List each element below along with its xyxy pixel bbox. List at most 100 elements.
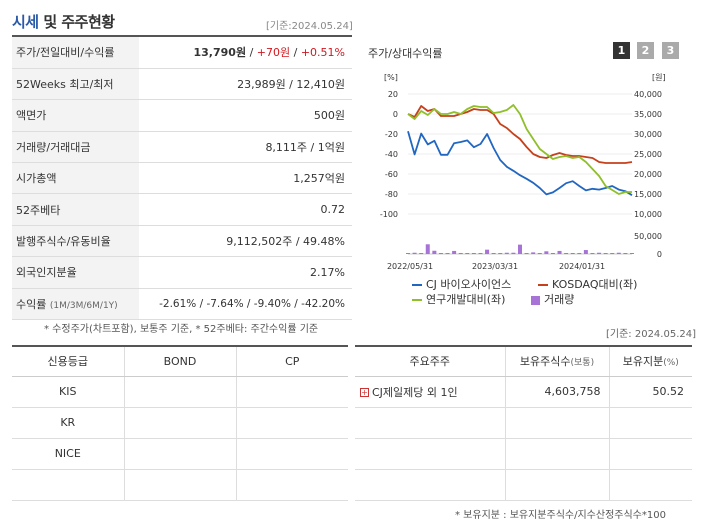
legend-swatch	[538, 284, 548, 286]
return-values: -2.61% / -7.64% / -9.40% / -42.20%	[139, 288, 352, 321]
volume-bar	[577, 253, 582, 254]
legend-item-kosdaq: KOSDAQ대비(좌)	[538, 276, 637, 292]
table-row: KIS	[12, 376, 348, 408]
right-tick-label: 25,000	[634, 150, 662, 159]
chart-page-2-button[interactable]: 2	[637, 42, 654, 59]
series-line-2	[407, 104, 632, 195]
legend-swatch	[412, 284, 422, 286]
volume-bar	[610, 253, 615, 254]
title-main: 시세	[12, 13, 39, 31]
col-header: CP	[235, 345, 348, 377]
holders-note: * 보유지분 : 보유지분주식수/지수산정주식수*100	[455, 510, 666, 521]
row-label: 주가/전일대비/수익률	[12, 37, 139, 69]
summary-note: * 수정주가(차트포함), 보통주 기준, * 52주베타: 주간수익률 기준	[44, 324, 319, 335]
col-header: 주요주주	[355, 345, 505, 377]
volume-bar	[570, 253, 575, 254]
row-label: 거래량/거래대금	[12, 131, 139, 164]
row-label: 52주베타	[12, 193, 139, 226]
volume-bar	[616, 252, 621, 254]
legend-item-volume: 거래량	[531, 291, 574, 307]
volume-bar	[518, 244, 522, 254]
volume-bar	[419, 253, 424, 254]
row-value: 8,111주 / 1억원	[139, 131, 352, 164]
x-tick-label: 2024/01/31	[559, 262, 605, 271]
legend-swatch	[531, 295, 540, 305]
left-tick-label: -20	[385, 130, 398, 139]
volume-bar	[590, 253, 595, 254]
table-row: 시가총액 1,257억원	[12, 162, 352, 195]
series-line-1	[407, 105, 633, 164]
table-row: + CJ제일제당 외 1인 4,603,758 50.52	[355, 376, 692, 408]
col-header: 보유주식수(보통)	[504, 345, 609, 377]
table-row: NICE	[12, 438, 348, 470]
legend-swatch	[412, 299, 422, 301]
table-row	[12, 469, 348, 501]
right-tick-label: 15,000	[634, 190, 662, 199]
market-summary-table: 주가/전일대비/수익률 13,790원 / +70원 / +0.51% 52We…	[12, 37, 352, 321]
row-value: 500원	[139, 99, 352, 132]
expand-plus-icon[interactable]: +	[360, 388, 369, 397]
table-row	[355, 438, 692, 470]
row-value: 2.17%	[139, 256, 352, 289]
table-row: 외국인지분율 2.17%	[12, 256, 352, 289]
holders-base-date: [기준: 2024.05.24]	[606, 329, 697, 340]
volume-bar	[550, 253, 555, 254]
volume-bar	[491, 253, 496, 254]
row-value: 9,112,502주 / 49.48%	[139, 225, 352, 258]
right-tick-label: 35,000	[634, 110, 662, 119]
agency-name: KR	[12, 407, 124, 439]
left-tick-label: -100	[380, 210, 398, 219]
volume-bar	[603, 253, 608, 254]
volume-bar	[412, 252, 417, 254]
volume-bar	[544, 251, 549, 254]
table-row: 주가/전일대비/수익률 13,790원 / +70원 / +0.51%	[12, 37, 352, 69]
row-value: 0.72	[139, 193, 352, 226]
holder-percent: 50.52	[608, 376, 692, 408]
table-row: 발행주식수/유동비율 9,112,502주 / 49.48%	[12, 225, 352, 258]
volume-bar	[445, 253, 450, 254]
volume-bar	[557, 250, 562, 254]
volume-bar	[630, 253, 634, 254]
section-title: 시세 및 주주현황	[12, 11, 115, 32]
volume-bar	[531, 252, 536, 254]
table-row: 거래량/거래대금 8,111주 / 1억원	[12, 131, 352, 164]
table-row: 액면가 500원	[12, 99, 352, 132]
right-tick-label: 10,000	[634, 210, 662, 219]
x-tick-label: 2022/05/31	[387, 262, 433, 271]
left-tick-label: -80	[385, 190, 398, 199]
col-header: BOND	[123, 345, 236, 377]
chart-page-1-button[interactable]: 1	[613, 42, 630, 59]
chart-page-3-button[interactable]: 3	[662, 42, 679, 59]
x-tick-label: 2023/03/31	[472, 262, 518, 271]
volume-bar	[597, 252, 602, 254]
row-value: 1,257억원	[139, 162, 352, 195]
base-date: [기준:2024.05.24]	[266, 21, 353, 32]
volume-bar	[465, 253, 470, 254]
volume-bar	[537, 253, 542, 254]
right-tick-label: 40,000	[634, 90, 662, 99]
row-label: 수익률 (1M/3M/6M/1Y)	[12, 288, 139, 321]
holder-name-cell[interactable]: + CJ제일제당 외 1인	[355, 376, 505, 408]
left-tick-label: -40	[385, 150, 398, 159]
holder-shares: 4,603,758	[504, 376, 609, 408]
volume-bar	[564, 253, 569, 254]
right-unit-label: [원]	[652, 73, 666, 82]
row-label: 시가총액	[12, 162, 139, 195]
agency-name: NICE	[12, 438, 124, 470]
table-row: KR	[12, 407, 348, 439]
major-shareholders-table: 주요주주 보유주식수(보통) 보유지분(%) + CJ제일제당 외 1인 4,60…	[355, 345, 692, 501]
top-divider	[12, 35, 352, 37]
volume-tick-label: 50,000	[634, 232, 662, 241]
volume-bar	[524, 253, 529, 254]
left-tick-label: 0	[393, 110, 398, 119]
chart-title: 주가/상대수익률	[368, 47, 443, 60]
legend-item-rnd: 연구개발대비(좌)	[412, 291, 505, 307]
volume-tick-label: 0	[657, 250, 662, 259]
price-relative-return-chart: [%] [원] 20 0 -20 -40 -60 -80 -100 40,000 35,000 30,…	[380, 73, 666, 271]
left-tick-label: 20	[388, 90, 398, 99]
volume-bar	[478, 253, 483, 254]
col-header: 신용등급	[12, 345, 124, 377]
volume-bar	[406, 253, 410, 254]
volume-bar	[498, 253, 503, 254]
volume-bar	[583, 250, 588, 254]
